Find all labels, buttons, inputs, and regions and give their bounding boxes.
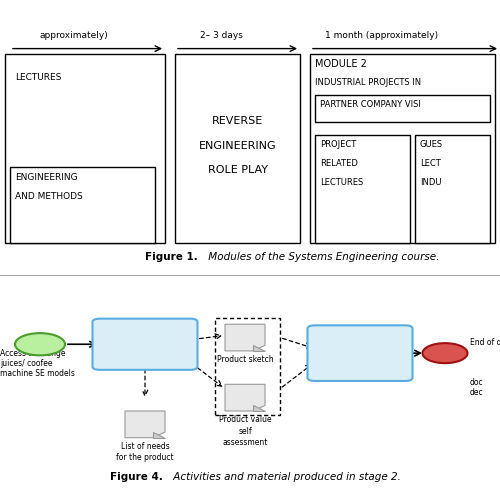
Text: LECTURES: LECTURES xyxy=(15,73,62,82)
Text: approximately): approximately) xyxy=(40,32,109,40)
Polygon shape xyxy=(125,411,165,438)
Text: INDUSTRIAL PROJECTS IN: INDUSTRIAL PROJECTS IN xyxy=(315,78,421,88)
Text: LECTURES: LECTURES xyxy=(320,178,363,187)
Bar xyxy=(5,54,165,243)
Polygon shape xyxy=(252,346,265,351)
Text: Product value: Product value xyxy=(218,416,272,424)
Text: AND METHODS: AND METHODS xyxy=(15,192,83,200)
Text: 2– 3 days: 2– 3 days xyxy=(200,32,243,40)
Circle shape xyxy=(15,333,65,355)
Text: ROLE PLAY: ROLE PLAY xyxy=(208,165,268,175)
Text: Submit: Submit xyxy=(345,336,375,344)
Text: INDU: INDU xyxy=(420,178,442,187)
FancyBboxPatch shape xyxy=(308,326,412,381)
Text: PARTNER COMPANY VISI: PARTNER COMPANY VISI xyxy=(320,100,421,109)
Text: ENGINEERING: ENGINEERING xyxy=(15,173,78,182)
Text: ENGINEERING: ENGINEERING xyxy=(198,141,276,151)
Text: Access to orange
juices/ coofee
machine SE models: Access to orange juices/ coofee machine … xyxy=(0,348,75,378)
Text: product: product xyxy=(128,348,162,358)
Text: GUES: GUES xyxy=(420,140,443,149)
Circle shape xyxy=(422,343,468,363)
Text: for the product: for the product xyxy=(116,454,174,462)
Bar xyxy=(315,135,410,243)
Text: Figure 4.: Figure 4. xyxy=(110,472,163,482)
Bar xyxy=(315,94,490,122)
Text: Activities and material produced in stage 2.: Activities and material produced in stag… xyxy=(170,472,401,482)
Bar xyxy=(10,168,155,243)
Text: MODULE 2: MODULE 2 xyxy=(315,60,367,70)
Bar xyxy=(415,135,490,243)
Polygon shape xyxy=(225,324,265,351)
Text: doc
dec: doc dec xyxy=(470,378,484,397)
Text: 1 month (approximately): 1 month (approximately) xyxy=(325,32,438,40)
Polygon shape xyxy=(152,432,165,438)
Text: assessment: assessment xyxy=(222,438,268,446)
Text: Redesign the: Redesign the xyxy=(115,333,175,342)
Polygon shape xyxy=(252,406,265,411)
Text: List of needs: List of needs xyxy=(120,442,170,451)
Bar xyxy=(175,54,300,243)
Text: decision makers: decision makers xyxy=(326,362,394,371)
Text: End of day 2: End of day 2 xyxy=(470,338,500,346)
Bar xyxy=(215,318,280,416)
Text: Product sketch: Product sketch xyxy=(216,356,274,364)
Text: RELATED: RELATED xyxy=(320,160,358,168)
Text: Modules of the Systems Engineering course.: Modules of the Systems Engineering cours… xyxy=(205,252,440,262)
Text: documentation to: documentation to xyxy=(322,348,398,358)
Text: REVERSE: REVERSE xyxy=(212,116,263,126)
Polygon shape xyxy=(225,384,265,411)
FancyBboxPatch shape xyxy=(92,318,198,370)
Text: self: self xyxy=(238,426,252,436)
Text: LECT: LECT xyxy=(420,160,441,168)
Text: Figure 1.: Figure 1. xyxy=(145,252,198,262)
Text: PROJECT: PROJECT xyxy=(320,140,356,149)
Bar xyxy=(310,54,495,243)
